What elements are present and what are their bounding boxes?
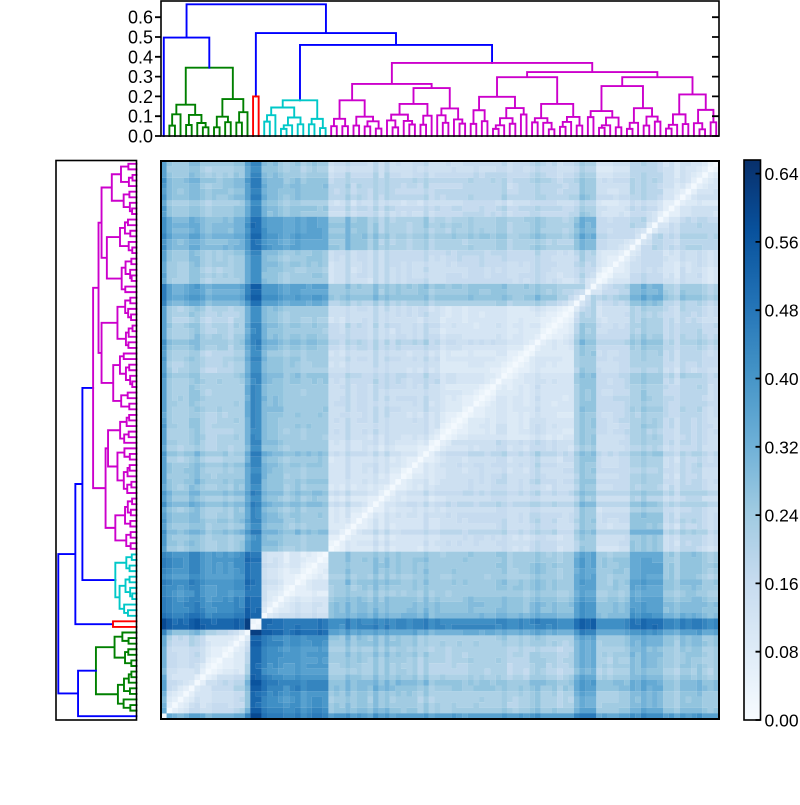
svg-text:0.64: 0.64 bbox=[765, 164, 799, 184]
svg-text:0.32: 0.32 bbox=[765, 437, 799, 457]
svg-text:0.4: 0.4 bbox=[128, 47, 153, 67]
svg-text:0.40: 0.40 bbox=[765, 369, 799, 389]
svg-text:0.48: 0.48 bbox=[765, 301, 799, 321]
svg-text:0.0: 0.0 bbox=[128, 127, 153, 147]
svg-text:0.2: 0.2 bbox=[128, 87, 153, 107]
svg-text:0.5: 0.5 bbox=[128, 28, 153, 48]
svg-text:0.56: 0.56 bbox=[765, 232, 799, 252]
svg-text:0.16: 0.16 bbox=[765, 574, 799, 594]
svg-text:0.24: 0.24 bbox=[765, 506, 799, 526]
svg-text:0.3: 0.3 bbox=[128, 67, 153, 87]
svg-text:0.00: 0.00 bbox=[765, 711, 799, 731]
svg-text:0.6: 0.6 bbox=[128, 8, 153, 28]
svg-text:0.08: 0.08 bbox=[765, 642, 799, 662]
svg-text:0.1: 0.1 bbox=[128, 107, 153, 127]
